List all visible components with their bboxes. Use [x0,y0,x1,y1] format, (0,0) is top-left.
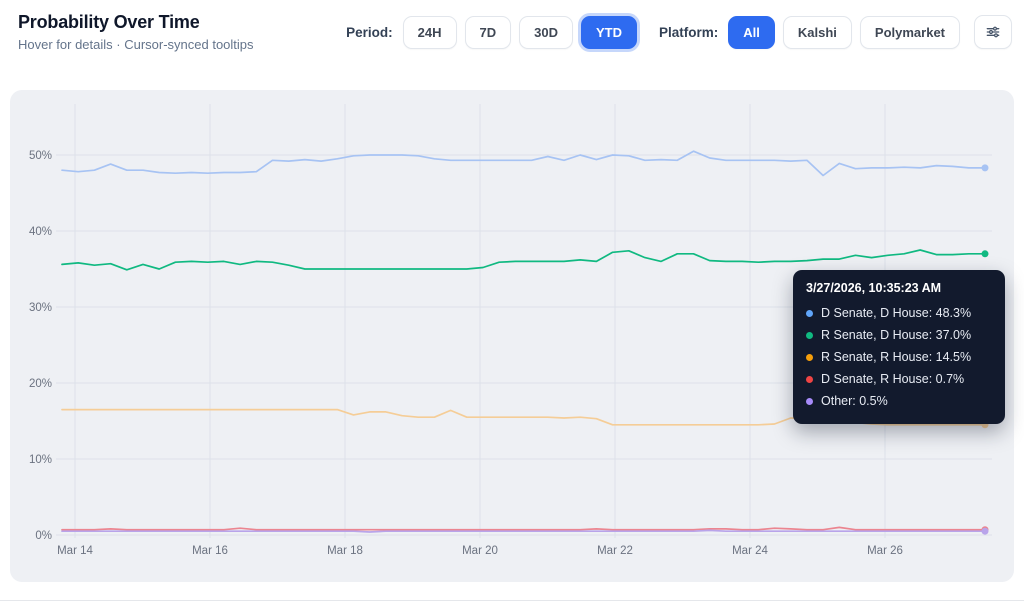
series-end-dot-d-senate-d-house [981,164,989,172]
period-ytd-button[interactable]: YTD [581,15,637,49]
bottom-divider [0,600,1024,601]
y-axis-tick-label: 0% [35,530,52,542]
tooltip-row: R Senate, D House: 37.0% [806,324,992,346]
filters-button[interactable] [974,15,1012,49]
series-color-dot-icon [806,353,813,361]
series-color-dot-icon [806,309,813,317]
tooltip-row-text: Other: 0.5% [821,394,888,408]
platform-label: Platform: [659,24,719,40]
series-end-dot-other [981,527,989,535]
header: Probability Over Time Hover for details … [18,12,1012,52]
tooltip-row: R Senate, R House: 14.5% [806,346,992,368]
page-subtitle: Hover for details · Cursor-synced toolti… [18,37,254,52]
sliders-icon [986,26,1000,38]
tooltip-row: D Senate, R House: 0.7% [806,368,992,390]
chart-card: 50% 40% 30% 20% 10% 0% Mar 14 Mar 16 Mar 18 Mar 2… [10,90,1014,582]
chart-tooltip: 3/27/2026, 10:35:23 AM D Senate, D House… [793,270,1005,424]
series-color-dot-icon [806,331,813,339]
platform-all-button[interactable]: All [728,15,775,49]
series-color-dot-icon [806,397,813,405]
period-7d-button[interactable]: 7D [464,15,512,49]
tooltip-rows: D Senate, D House: 48.3% R Senate, D Hous… [806,302,992,412]
tooltip-row: D Senate, D House: 48.3% [806,302,992,324]
x-axis-tick-label: Mar 20 [462,545,498,557]
x-axis-tick-label: Mar 26 [867,545,903,557]
series-end-dot-r-senate-d-house [981,250,989,258]
y-axis-tick-label: 40% [29,226,52,238]
period-30d-button[interactable]: 30D [519,15,573,49]
x-axis-tick-label: Mar 22 [597,545,633,557]
tooltip-row-text: D Senate, R House: 0.7% [821,372,965,386]
y-axis-tick-label: 30% [29,302,52,314]
tooltip-row: Other: 0.5% [806,390,992,412]
x-axis-tick-label: Mar 18 [327,545,363,557]
tooltip-timestamp: 3/27/2026, 10:35:23 AM [806,281,942,295]
y-axis-tick-label: 10% [29,454,52,466]
platform-polymarket-button[interactable]: Polymarket [859,15,960,49]
y-axis-tick-label: 50% [29,150,52,162]
period-label: Period: [346,24,393,40]
series-color-dot-icon [806,375,813,383]
tooltip-row-text: R Senate, R House: 14.5% [821,350,972,364]
x-axis-tick-label: Mar 14 [57,545,93,557]
tooltip-row-text: R Senate, D House: 37.0% [821,328,972,342]
chart-controls: Period: 24H 7D 30D YTD Platform: All Kal… [346,15,1012,49]
period-24h-button[interactable]: 24H [402,15,457,49]
series-line-other [61,529,986,533]
page-title: Probability Over Time [18,12,200,32]
title-block: Probability Over Time Hover for details … [18,12,254,52]
series-line-d-senate-r-house [61,526,986,531]
platform-kalshi-button[interactable]: Kalshi [782,15,852,49]
y-axis-tick-label: 20% [29,378,52,390]
x-axis-tick-label: Mar 16 [192,545,228,557]
series-line-r-senate-d-house [61,249,986,271]
tooltip-row-text: D Senate, D House: 48.3% [821,306,972,320]
x-axis-tick-label: Mar 24 [732,545,768,557]
series-line-d-senate-d-house [61,150,986,177]
